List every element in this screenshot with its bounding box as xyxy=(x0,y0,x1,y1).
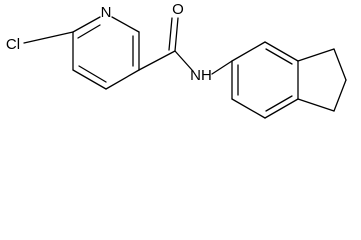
molecule: Cl N O NH xyxy=(6,1,347,119)
bond xyxy=(78,65,107,83)
bond xyxy=(23,31,74,44)
bond xyxy=(174,17,179,52)
bond xyxy=(72,69,107,90)
atom-label: O xyxy=(172,1,184,18)
bond xyxy=(265,48,293,65)
bond xyxy=(138,50,176,71)
bond xyxy=(231,41,266,62)
bond xyxy=(174,50,193,71)
bond xyxy=(211,60,233,75)
bond xyxy=(333,79,347,112)
atom-label: N xyxy=(101,4,112,21)
bond xyxy=(297,48,335,62)
bond xyxy=(72,16,101,33)
bond xyxy=(264,41,299,62)
bond xyxy=(265,95,293,112)
bond xyxy=(333,48,347,81)
atom-label: NH xyxy=(190,67,212,84)
bonds xyxy=(23,16,347,119)
bond xyxy=(168,17,173,51)
bond xyxy=(111,16,140,33)
bond xyxy=(264,98,299,119)
bond xyxy=(77,24,101,39)
atom-label: Cl xyxy=(6,36,20,53)
bond xyxy=(297,98,335,112)
bond xyxy=(231,98,266,119)
bond xyxy=(105,69,140,90)
